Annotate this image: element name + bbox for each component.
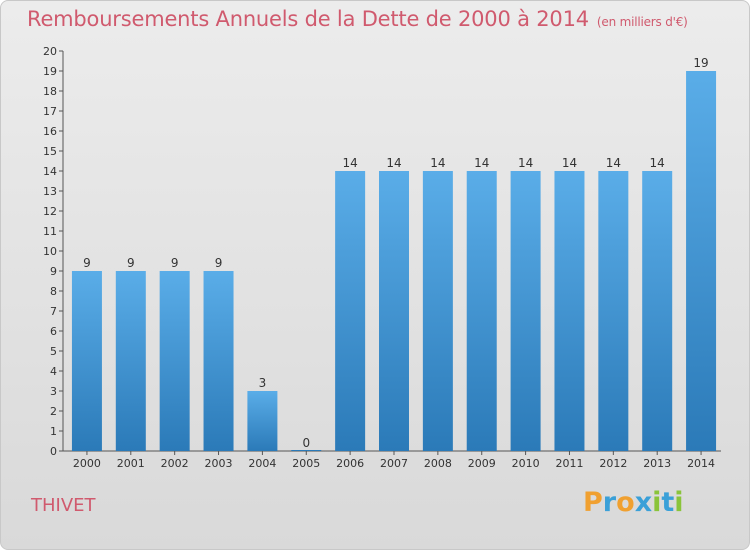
x-tick-label: 2001 bbox=[117, 457, 145, 470]
bar bbox=[203, 271, 234, 451]
bar-value-label: 0 bbox=[302, 436, 310, 450]
bar bbox=[247, 391, 278, 451]
bar bbox=[291, 450, 322, 451]
bar bbox=[466, 171, 497, 451]
logo-letter: x bbox=[634, 487, 653, 518]
bar bbox=[510, 171, 541, 451]
logo-letter: i bbox=[674, 487, 684, 518]
y-tick-label: 12 bbox=[43, 205, 57, 218]
x-tick-label: 2010 bbox=[512, 457, 540, 470]
logo-letter: t bbox=[661, 487, 675, 518]
bar bbox=[686, 71, 717, 451]
x-tick-label: 2012 bbox=[599, 457, 627, 470]
bar bbox=[422, 171, 453, 451]
proxiti-logo: Proxiti bbox=[583, 487, 684, 518]
x-tick-label: 2004 bbox=[248, 457, 276, 470]
y-tick-label: 14 bbox=[43, 165, 57, 178]
x-tick-label: 2008 bbox=[424, 457, 452, 470]
x-tick-label: 2002 bbox=[161, 457, 189, 470]
bar-value-label: 14 bbox=[518, 156, 533, 170]
bar-value-label: 14 bbox=[562, 156, 577, 170]
y-tick-label: 16 bbox=[43, 125, 57, 138]
logo-letter: r bbox=[602, 487, 617, 518]
y-tick-label: 8 bbox=[50, 285, 57, 298]
bar bbox=[335, 171, 366, 451]
x-tick-label: 2014 bbox=[687, 457, 715, 470]
y-tick-label: 11 bbox=[43, 225, 57, 238]
bar-value-label: 9 bbox=[127, 256, 135, 270]
bar bbox=[115, 271, 146, 451]
y-tick-label: 9 bbox=[50, 265, 57, 278]
x-tick-label: 2006 bbox=[336, 457, 364, 470]
bar bbox=[554, 171, 585, 451]
y-tick-label: 10 bbox=[43, 245, 57, 258]
y-tick-label: 18 bbox=[43, 85, 57, 98]
x-tick-label: 2005 bbox=[292, 457, 320, 470]
y-tick-label: 15 bbox=[43, 145, 57, 158]
y-tick-label: 5 bbox=[50, 345, 57, 358]
chart-title: Remboursements Annuels de la Dette de 20… bbox=[27, 7, 688, 31]
y-tick-label: 4 bbox=[50, 365, 57, 378]
y-tick-label: 0 bbox=[50, 445, 57, 458]
y-tick-label: 13 bbox=[43, 185, 57, 198]
bar-value-label: 9 bbox=[215, 256, 223, 270]
bar bbox=[159, 271, 190, 451]
x-tick-label: 2009 bbox=[468, 457, 496, 470]
bar bbox=[598, 171, 629, 451]
logo-letter: P bbox=[583, 487, 603, 518]
bar-value-label: 14 bbox=[430, 156, 445, 170]
x-tick-label: 2003 bbox=[205, 457, 233, 470]
y-tick-label: 17 bbox=[43, 105, 57, 118]
bar-value-label: 3 bbox=[259, 376, 267, 390]
bar-value-label: 14 bbox=[606, 156, 621, 170]
bar-value-label: 19 bbox=[693, 56, 708, 70]
bar bbox=[379, 171, 409, 451]
x-tick-label: 2011 bbox=[555, 457, 583, 470]
x-tick-label: 2007 bbox=[380, 457, 408, 470]
logo-letter: i bbox=[652, 487, 662, 518]
bar-value-label: 14 bbox=[342, 156, 357, 170]
y-tick-label: 19 bbox=[43, 65, 57, 78]
y-tick-label: 1 bbox=[50, 425, 57, 438]
chart-unit: (en milliers d'€) bbox=[596, 15, 688, 29]
bar-value-label: 14 bbox=[650, 156, 665, 170]
bar-value-label: 9 bbox=[171, 256, 179, 270]
bar-value-label: 14 bbox=[386, 156, 401, 170]
bar-value-label: 14 bbox=[474, 156, 489, 170]
x-tick-label: 2013 bbox=[643, 457, 671, 470]
y-tick-label: 6 bbox=[50, 325, 57, 338]
bar bbox=[71, 271, 102, 451]
x-tick-label: 2000 bbox=[73, 457, 101, 470]
y-tick-label: 2 bbox=[50, 405, 57, 418]
y-tick-label: 7 bbox=[50, 305, 57, 318]
logo-letter: o bbox=[616, 487, 635, 518]
bar-value-label: 9 bbox=[83, 256, 91, 270]
chart-title-text: Remboursements Annuels de la Dette de 20… bbox=[27, 7, 589, 31]
y-tick-label: 20 bbox=[43, 45, 57, 58]
place-name: THIVET bbox=[31, 495, 96, 516]
bar bbox=[642, 171, 673, 451]
y-tick-label: 3 bbox=[50, 385, 57, 398]
